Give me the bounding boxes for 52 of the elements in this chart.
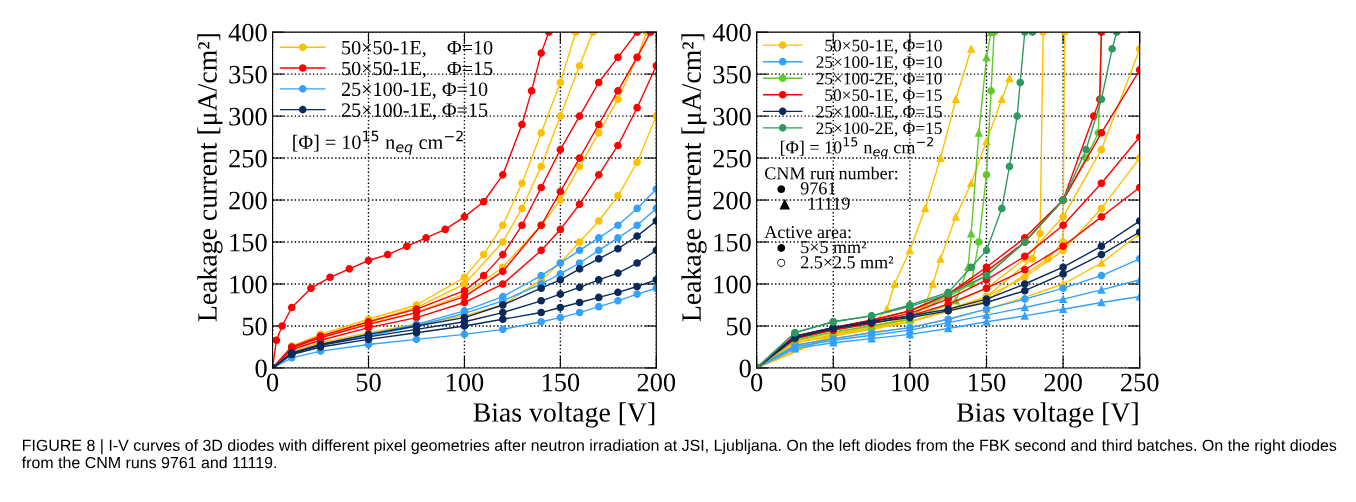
y-tick-label: 250 bbox=[229, 149, 267, 168]
legend-label: 25×100-1E, Φ=10 bbox=[816, 56, 942, 71]
annotation: CNM run number: bbox=[765, 166, 898, 180]
y-tick-label: 300 bbox=[713, 107, 751, 126]
y-tick-label: 200 bbox=[229, 191, 267, 210]
y-axis-title: Leakage current [μA/cm²] bbox=[197, 34, 223, 322]
y-tick-label: 0 bbox=[255, 359, 267, 378]
y-tick-label: 150 bbox=[714, 233, 751, 252]
x-tick-label: 100 bbox=[446, 373, 484, 392]
x-tick-label: 50 bbox=[821, 373, 846, 392]
y-tick-label: 300 bbox=[229, 107, 267, 126]
y-tick-label: 400 bbox=[228, 23, 267, 42]
y-tick-label: 50 bbox=[242, 317, 267, 336]
annotation: [Φ] = 10$^{15}$ n$_{eq}$ cm$^{−2}$ bbox=[780, 136, 933, 159]
annotation: ● 9761 bbox=[777, 182, 836, 195]
annotation: ▲ 11119 bbox=[779, 197, 850, 210]
x-axis-title: Bias voltage [V] bbox=[956, 402, 1138, 428]
x-axis-title: Bias voltage [V] bbox=[473, 402, 655, 428]
legend-label: 50×50-1E, Φ=15 bbox=[342, 61, 493, 79]
legend-label: 50×50-1E, Φ=10 bbox=[825, 39, 942, 54]
y-tick-label: 50 bbox=[726, 317, 751, 336]
legend-label: 25×100-1E, Φ=15 bbox=[816, 105, 942, 121]
x-tick-label: 250 bbox=[1121, 373, 1159, 392]
annotation: Active area: bbox=[764, 226, 851, 239]
legend-label: 25×100-2E, Φ=10 bbox=[816, 72, 942, 87]
caption: FIGURE 8 | I-V curves of 3D diodes with different pixel geometries after neutron irradiation at JSI, Ljubljana. On the left diodes from the FBK second and third batches. On the right diodes from the CNM runs 9761 and 11119. bbox=[21, 439, 1337, 469]
x-tick-label: 0 bbox=[751, 373, 763, 392]
annotation: ○ 2.5×2.5 mm² bbox=[777, 256, 894, 269]
legend-label: 25×100-2E, Φ=15 bbox=[816, 122, 942, 137]
x-tick-label: 150 bbox=[969, 373, 1006, 392]
y-tick-label: 400 bbox=[712, 23, 751, 42]
y-tick-label: 150 bbox=[230, 233, 267, 252]
y-tick-label: 100 bbox=[230, 275, 267, 294]
y-tick-label: 200 bbox=[713, 191, 751, 210]
annotation: ● 5×5 mm² bbox=[777, 241, 867, 254]
x-tick-label: 150 bbox=[542, 373, 580, 392]
x-tick-label: 200 bbox=[1044, 373, 1082, 392]
x-tick-label: 0 bbox=[266, 373, 279, 392]
y-tick-label: 350 bbox=[713, 65, 751, 84]
legend-label: 50×50-1E, Φ=15 bbox=[825, 89, 942, 104]
legend-label: 25×100-1E, Φ=10 bbox=[341, 82, 488, 99]
legend-label: 50×50-1E, Φ=10 bbox=[342, 40, 493, 58]
y-tick-label: 350 bbox=[229, 65, 267, 84]
x-tick-label: 50 bbox=[356, 373, 381, 392]
y-axis-title: Leakage current [μA/cm²] bbox=[681, 34, 707, 322]
annotation: [Φ] = 10$^{15}$ n$_{eq}$ cm$^{−2}$ bbox=[293, 130, 463, 156]
y-tick-label: 100 bbox=[714, 275, 751, 294]
x-tick-label: 200 bbox=[637, 373, 676, 392]
x-tick-label: 100 bbox=[892, 373, 929, 392]
y-tick-label: 0 bbox=[739, 359, 751, 378]
legend-label: 25×100-1E, Φ=15 bbox=[341, 103, 488, 120]
y-tick-label: 250 bbox=[713, 149, 751, 168]
